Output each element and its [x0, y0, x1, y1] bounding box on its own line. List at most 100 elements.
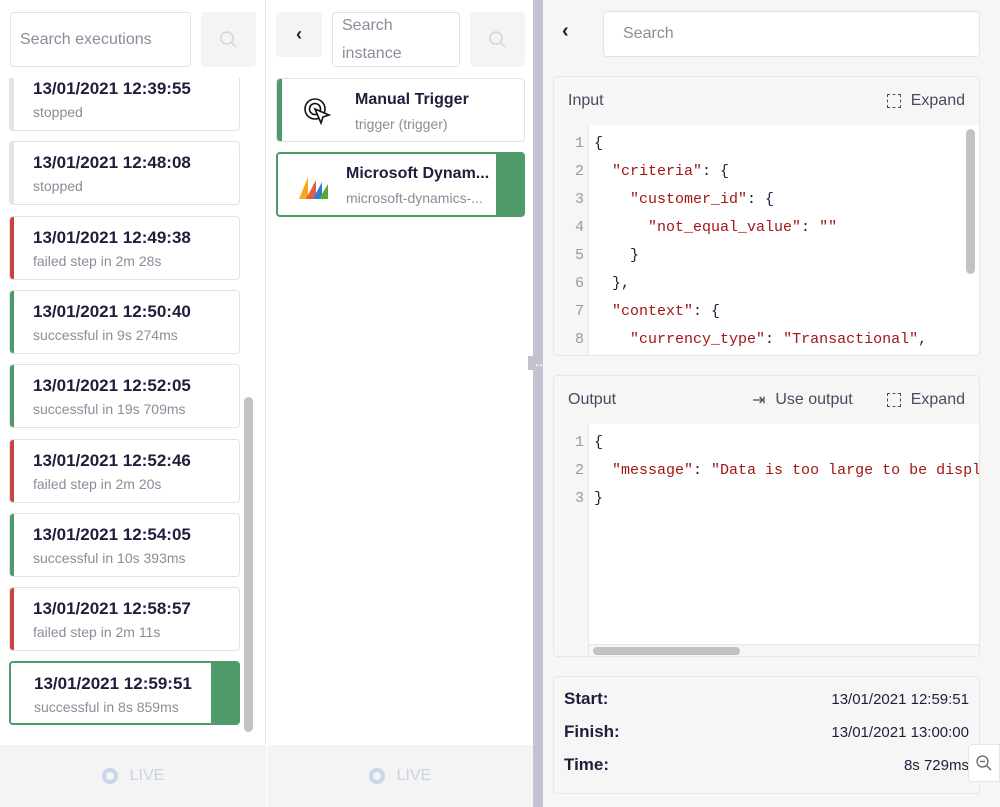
execution-status: stopped	[33, 104, 83, 120]
execution-status: stopped	[33, 178, 83, 195]
input-scrollbar[interactable]	[966, 129, 975, 274]
live-toggle[interactable]: LIVE	[0, 745, 266, 807]
stat-value: 13/01/2021 12:59:51	[831, 691, 969, 708]
execution-item[interactable]: 13/01/2021 12:49:38 failed step in 2m 28s	[9, 215, 240, 280]
execution-item[interactable]: 13/01/2021 12:58:57 failed step in 2m 11s	[9, 587, 240, 652]
stat-value: 8s 729ms	[903, 757, 969, 774]
execution-time: 13/01/2021 12:49:38	[33, 227, 191, 247]
execution-status: successful in 8s 859ms	[34, 699, 179, 716]
microsoft-dynamics-logo	[299, 177, 328, 199]
execution-item[interactable]: 13/01/2021 12:52:05 successful in 19s 709…	[9, 364, 240, 429]
line-number: 1	[574, 135, 584, 152]
use-output-icon: ⇥	[751, 392, 766, 409]
line-number: 2	[574, 163, 584, 180]
output-scrollbar[interactable]	[593, 647, 740, 655]
executions-panel: Search executions 13/01/2021 12:39:55 sto…	[0, 0, 266, 807]
code-line: "customer_id": {	[630, 191, 775, 208]
instances-panel: ‹ Search instance Manual Trigger trigger…	[267, 0, 533, 807]
execution-time: 13/01/2021 12:52:46	[33, 450, 191, 470]
zoom-out-icon	[976, 755, 992, 771]
code-line: }	[594, 247, 640, 264]
back-button[interactable]: ‹	[276, 12, 322, 57]
line-number: 5	[574, 247, 584, 264]
execution-time: 13/01/2021 12:39:55	[33, 79, 191, 98]
search-instance-input[interactable]: Search instance	[332, 12, 460, 67]
execution-item[interactable]: 13/01/2021 12:39:55 stopped	[9, 78, 240, 131]
expand-input-button[interactable]: Expand	[886, 92, 965, 110]
line-number: 3	[574, 191, 584, 208]
executions-list: 13/01/2021 12:39:55 stopped 13/01/2021 12:…	[0, 78, 260, 734]
search-executions-input[interactable]: Search executions	[10, 12, 191, 67]
execution-time: 13/01/2021 12:59:51	[34, 674, 192, 694]
expand-icon	[886, 94, 901, 108]
execution-item[interactable]: 13/01/2021 12:50:40 successful in 9s 274m…	[9, 289, 240, 354]
instance-card-selected[interactable]: Microsoft Dynam... microsoft-dynamics-..…	[276, 152, 525, 217]
executions-scrollbar[interactable]	[244, 397, 253, 732]
execution-status: successful in 19s 709ms	[33, 401, 186, 418]
execution-time: 13/01/2021 12:50:40	[33, 301, 191, 321]
output-panel: Output ⇥ Use output Expand 1 {2 "message":…	[553, 375, 980, 657]
line-number: 2	[574, 462, 584, 479]
input-panel: Input Expand 1 {2 "criteria": {3 "custome…	[553, 76, 980, 356]
resize-divider[interactable]	[533, 0, 543, 807]
detail-back-button[interactable]: ‹	[562, 20, 569, 43]
instance-name: Microsoft Dynam...	[346, 165, 490, 182]
input-code-editor[interactable]: 1 {2 "criteria": { 3 "customer_id": { 4 "no…	[554, 125, 979, 355]
expand-icon	[886, 393, 901, 407]
output-code-editor[interactable]: 1 {2 "message": "Data is too large to be …	[554, 424, 979, 656]
cursor-click-icon	[304, 98, 332, 126]
code-line: "currency_type": "Transactional",	[630, 331, 928, 348]
execution-item[interactable]: 13/01/2021 12:59:51 successful in 8s 859m…	[9, 661, 240, 726]
live-label: LIVE	[129, 767, 165, 784]
line-number: 3	[574, 490, 584, 507]
stat-value: 13/01/2021 13:00:00	[831, 724, 969, 741]
use-output-button[interactable]: ⇥ Use output	[751, 391, 853, 409]
live-icon	[368, 768, 385, 784]
line-number: 4	[574, 219, 584, 236]
execution-time: 13/01/2021 12:54:05	[33, 524, 191, 544]
instance-name: Manual Trigger	[355, 91, 469, 108]
stat-label: Start:	[564, 689, 609, 708]
stats-panel: Start: 13/01/2021 12:59:51 Finish: 13/01/20…	[553, 676, 980, 794]
search-executions-button[interactable]	[201, 12, 256, 67]
search-icon	[488, 30, 506, 48]
search-icon	[219, 30, 237, 48]
code-line: "context": {	[612, 303, 721, 320]
execution-time: 13/01/2021 12:52:05	[33, 376, 191, 396]
chevron-left-icon: ‹	[562, 20, 569, 42]
stat-label: Time:	[564, 755, 610, 774]
live-icon	[101, 768, 118, 784]
instance-type: trigger (trigger)	[355, 116, 448, 132]
line-number: 1	[574, 434, 584, 451]
instance-type: microsoft-dynamics-...	[346, 190, 483, 206]
live-label: LIVE	[396, 767, 432, 784]
line-number: 8	[574, 331, 584, 348]
execution-item[interactable]: 13/01/2021 12:52:46 failed step in 2m 20s	[9, 438, 240, 503]
zoom-out-button[interactable]	[968, 744, 1000, 782]
detail-search-input[interactable]: Search	[603, 11, 980, 57]
execution-item[interactable]: 13/01/2021 12:54:05 successful in 10s 393…	[9, 512, 240, 577]
search-instance-button[interactable]	[470, 12, 525, 67]
execution-status: failed step in 2m 11s	[33, 624, 161, 641]
live-toggle[interactable]: LIVE	[267, 745, 533, 807]
code-line: {	[594, 135, 604, 152]
execution-time: 13/01/2021 12:58:57	[33, 599, 191, 619]
output-title: Output	[568, 391, 617, 408]
line-number: 7	[574, 303, 584, 320]
code-line: }	[594, 490, 604, 507]
code-line: "criteria": {	[612, 163, 730, 180]
execution-item[interactable]: 13/01/2021 12:48:08 stopped	[9, 141, 240, 206]
execution-time: 13/01/2021 12:48:08	[33, 153, 191, 173]
code-line: "message": "Data is too large to be disp…	[612, 462, 979, 479]
code-line: "not_equal_value": ""	[648, 219, 838, 236]
execution-status: successful in 10s 393ms	[33, 549, 186, 566]
code-line: },	[594, 275, 631, 292]
stat-label: Finish:	[564, 722, 620, 741]
code-line: {	[594, 434, 604, 451]
instance-card[interactable]: Manual Trigger trigger (trigger)	[276, 78, 525, 142]
execution-status: failed step in 2m 20s	[33, 475, 162, 492]
execution-status: successful in 9s 274ms	[33, 326, 178, 343]
expand-output-button[interactable]: Expand	[886, 391, 965, 409]
line-number: 6	[574, 275, 584, 292]
execution-status: failed step in 2m 28s	[33, 252, 162, 269]
